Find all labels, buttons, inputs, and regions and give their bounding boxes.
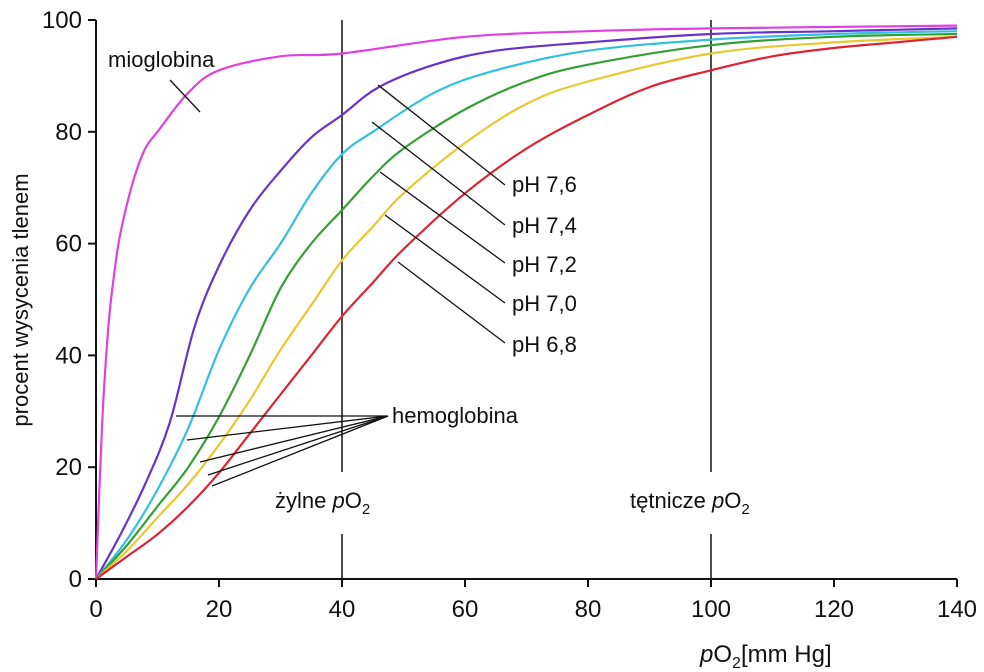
venous-text: żylne — [275, 488, 332, 513]
y-tick-label: 40 — [55, 342, 82, 369]
arterial-p: p — [711, 488, 724, 513]
venous-sub: 2 — [362, 501, 370, 518]
leader-ph-7-6 — [377, 84, 506, 186]
annotation-ph-7-4: pH 7,4 — [512, 213, 577, 238]
curves — [94, 24, 958, 580]
curve-mioglobina — [94, 24, 958, 580]
leader-ph-7-2 — [379, 171, 506, 264]
y-tick-label: 60 — [55, 231, 82, 258]
x-axis-label-unit: [mm Hg] — [741, 641, 832, 668]
x-tick-label: 0 — [89, 596, 102, 623]
x-axis-label-sub: 2 — [732, 655, 741, 672]
y-tick-label: 80 — [55, 119, 82, 146]
y-tick-label: 20 — [55, 454, 82, 481]
curve-ph-6-8 — [95, 35, 958, 580]
y-tick-label: 100 — [42, 7, 82, 34]
axes: 0 20 40 60 80 100 120 140 0 20 40 60 80 100 — [42, 7, 977, 623]
leader-hemoglobina-2 — [186, 415, 389, 441]
leader-ph-7-0 — [384, 214, 506, 304]
x-tick-label: 20 — [206, 596, 233, 623]
venous-p: p — [331, 488, 344, 513]
leader-hemoglobina-3 — [199, 415, 389, 463]
venous-o: O — [345, 488, 362, 513]
curve-ph-7-4 — [95, 30, 958, 580]
x-tick-label: 60 — [452, 596, 479, 623]
arterial-text: tętnicze — [630, 488, 712, 513]
x-axis-label: pO2[mm Hg] — [699, 641, 832, 672]
vline-label-venous: żylne pO2 — [275, 488, 370, 518]
annotation-ph-7-0: pH 7,0 — [512, 291, 577, 316]
leader-hemoglobina-5 — [211, 415, 389, 487]
x-tick-label: 40 — [329, 596, 356, 623]
annotation-ph-7-6: pH 7,6 — [512, 172, 577, 197]
arterial-o: O — [724, 488, 741, 513]
leader-lines — [169, 79, 506, 487]
curve-ph-7-0 — [95, 35, 958, 580]
leader-hemoglobina-4 — [207, 415, 389, 476]
x-axis-label-o: O — [713, 641, 732, 668]
annotation-mioglobina: mioglobina — [108, 47, 215, 72]
x-tick-label: 140 — [937, 596, 977, 623]
leader-mioglobina — [169, 79, 201, 113]
reference-lines — [341, 20, 712, 579]
leader-ph-6-8 — [397, 261, 506, 344]
leader-ph-7-4 — [371, 121, 506, 226]
y-tick-label: 0 — [69, 566, 82, 593]
x-axis-label-p: p — [699, 641, 713, 668]
arterial-sub: 2 — [741, 501, 749, 518]
x-tick-label: 100 — [691, 596, 731, 623]
x-tick-label: 80 — [575, 596, 602, 623]
x-tick-label: 120 — [814, 596, 854, 623]
annotation-ph-7-2: pH 7,2 — [512, 252, 577, 277]
curve-ph-7-6 — [95, 27, 958, 580]
y-axis-label: procent wysycenia tlenem — [8, 173, 33, 426]
curve-ph-7-2 — [95, 32, 958, 580]
vline-label-arterial: tętnicze pO2 — [630, 488, 750, 518]
annotation-ph-6-8: pH 6,8 — [512, 332, 577, 357]
annotation-hemoglobina: hemoglobina — [392, 403, 519, 428]
